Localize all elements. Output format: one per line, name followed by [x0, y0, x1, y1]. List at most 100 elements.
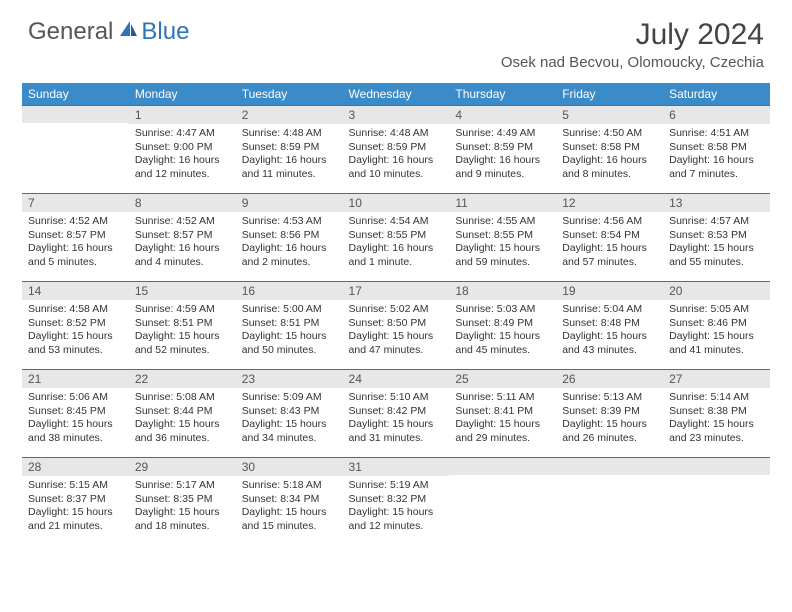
calendar-day-cell: 2Sunrise: 4:48 AMSunset: 8:59 PMDaylight… [236, 106, 343, 194]
day-details: Sunrise: 5:06 AMSunset: 8:45 PMDaylight:… [22, 388, 129, 450]
day-details: Sunrise: 4:55 AMSunset: 8:55 PMDaylight:… [449, 212, 556, 274]
calendar-day-cell [663, 458, 770, 546]
day-number: 10 [343, 194, 450, 212]
day-details: Sunrise: 5:11 AMSunset: 8:41 PMDaylight:… [449, 388, 556, 450]
calendar-day-cell: 25Sunrise: 5:11 AMSunset: 8:41 PMDayligh… [449, 370, 556, 458]
day-number: 18 [449, 282, 556, 300]
calendar-day-cell: 18Sunrise: 5:03 AMSunset: 8:49 PMDayligh… [449, 282, 556, 370]
day-number: 3 [343, 106, 450, 124]
day-number: 16 [236, 282, 343, 300]
calendar-day-cell: 31Sunrise: 5:19 AMSunset: 8:32 PMDayligh… [343, 458, 450, 546]
day-number [556, 458, 663, 475]
logo-text-2: Blue [141, 18, 189, 46]
calendar-day-cell: 30Sunrise: 5:18 AMSunset: 8:34 PMDayligh… [236, 458, 343, 546]
day-number: 5 [556, 106, 663, 124]
calendar-day-cell: 13Sunrise: 4:57 AMSunset: 8:53 PMDayligh… [663, 194, 770, 282]
day-details: Sunrise: 5:04 AMSunset: 8:48 PMDaylight:… [556, 300, 663, 362]
calendar-day-cell: 29Sunrise: 5:17 AMSunset: 8:35 PMDayligh… [129, 458, 236, 546]
calendar-day-cell: 16Sunrise: 5:00 AMSunset: 8:51 PMDayligh… [236, 282, 343, 370]
day-number: 6 [663, 106, 770, 124]
weekday-header: Monday [129, 83, 236, 106]
day-number: 23 [236, 370, 343, 388]
calendar-day-cell: 6Sunrise: 4:51 AMSunset: 8:58 PMDaylight… [663, 106, 770, 194]
day-details: Sunrise: 4:49 AMSunset: 8:59 PMDaylight:… [449, 124, 556, 186]
day-details: Sunrise: 4:53 AMSunset: 8:56 PMDaylight:… [236, 212, 343, 274]
day-number: 14 [22, 282, 129, 300]
calendar-day-cell: 15Sunrise: 4:59 AMSunset: 8:51 PMDayligh… [129, 282, 236, 370]
day-number: 2 [236, 106, 343, 124]
day-details: Sunrise: 4:52 AMSunset: 8:57 PMDaylight:… [22, 212, 129, 274]
day-details: Sunrise: 4:48 AMSunset: 8:59 PMDaylight:… [343, 124, 450, 186]
calendar-day-cell: 28Sunrise: 5:15 AMSunset: 8:37 PMDayligh… [22, 458, 129, 546]
weekday-header: Sunday [22, 83, 129, 106]
weekday-header: Tuesday [236, 83, 343, 106]
day-details: Sunrise: 4:58 AMSunset: 8:52 PMDaylight:… [22, 300, 129, 362]
calendar-day-cell [449, 458, 556, 546]
calendar-day-cell: 22Sunrise: 5:08 AMSunset: 8:44 PMDayligh… [129, 370, 236, 458]
day-details: Sunrise: 5:10 AMSunset: 8:42 PMDaylight:… [343, 388, 450, 450]
calendar-day-cell: 12Sunrise: 4:56 AMSunset: 8:54 PMDayligh… [556, 194, 663, 282]
logo-text-1: General [28, 18, 113, 46]
weekday-header: Saturday [663, 83, 770, 106]
weekday-header: Wednesday [343, 83, 450, 106]
day-number [22, 106, 129, 123]
day-details: Sunrise: 4:54 AMSunset: 8:55 PMDaylight:… [343, 212, 450, 274]
day-number: 9 [236, 194, 343, 212]
logo-sail-icon [113, 18, 141, 46]
calendar-day-cell: 23Sunrise: 5:09 AMSunset: 8:43 PMDayligh… [236, 370, 343, 458]
calendar-day-cell: 4Sunrise: 4:49 AMSunset: 8:59 PMDaylight… [449, 106, 556, 194]
calendar-day-cell: 7Sunrise: 4:52 AMSunset: 8:57 PMDaylight… [22, 194, 129, 282]
day-details: Sunrise: 5:15 AMSunset: 8:37 PMDaylight:… [22, 476, 129, 538]
day-number: 4 [449, 106, 556, 124]
day-number: 1 [129, 106, 236, 124]
month-title: July 2024 [501, 18, 764, 52]
logo: General Blue [28, 18, 189, 46]
day-number: 11 [449, 194, 556, 212]
day-details: Sunrise: 5:19 AMSunset: 8:32 PMDaylight:… [343, 476, 450, 538]
calendar-week-row: 28Sunrise: 5:15 AMSunset: 8:37 PMDayligh… [22, 458, 770, 546]
calendar-day-cell: 3Sunrise: 4:48 AMSunset: 8:59 PMDaylight… [343, 106, 450, 194]
calendar-day-cell: 8Sunrise: 4:52 AMSunset: 8:57 PMDaylight… [129, 194, 236, 282]
day-details: Sunrise: 5:02 AMSunset: 8:50 PMDaylight:… [343, 300, 450, 362]
day-details: Sunrise: 5:14 AMSunset: 8:38 PMDaylight:… [663, 388, 770, 450]
day-details: Sunrise: 5:09 AMSunset: 8:43 PMDaylight:… [236, 388, 343, 450]
day-details: Sunrise: 4:57 AMSunset: 8:53 PMDaylight:… [663, 212, 770, 274]
calendar-day-cell: 17Sunrise: 5:02 AMSunset: 8:50 PMDayligh… [343, 282, 450, 370]
calendar-day-cell: 1Sunrise: 4:47 AMSunset: 9:00 PMDaylight… [129, 106, 236, 194]
calendar-day-cell: 19Sunrise: 5:04 AMSunset: 8:48 PMDayligh… [556, 282, 663, 370]
day-details: Sunrise: 5:13 AMSunset: 8:39 PMDaylight:… [556, 388, 663, 450]
weekday-header: Friday [556, 83, 663, 106]
day-details: Sunrise: 5:03 AMSunset: 8:49 PMDaylight:… [449, 300, 556, 362]
day-details: Sunrise: 5:08 AMSunset: 8:44 PMDaylight:… [129, 388, 236, 450]
day-details: Sunrise: 4:56 AMSunset: 8:54 PMDaylight:… [556, 212, 663, 274]
calendar-day-cell: 9Sunrise: 4:53 AMSunset: 8:56 PMDaylight… [236, 194, 343, 282]
day-number: 20 [663, 282, 770, 300]
day-number: 21 [22, 370, 129, 388]
day-details: Sunrise: 4:52 AMSunset: 8:57 PMDaylight:… [129, 212, 236, 274]
day-number: 30 [236, 458, 343, 476]
day-number: 24 [343, 370, 450, 388]
day-details: Sunrise: 5:18 AMSunset: 8:34 PMDaylight:… [236, 476, 343, 538]
calendar-week-row: 21Sunrise: 5:06 AMSunset: 8:45 PMDayligh… [22, 370, 770, 458]
calendar-day-cell: 21Sunrise: 5:06 AMSunset: 8:45 PMDayligh… [22, 370, 129, 458]
day-number: 29 [129, 458, 236, 476]
day-number: 15 [129, 282, 236, 300]
day-details: Sunrise: 5:05 AMSunset: 8:46 PMDaylight:… [663, 300, 770, 362]
weekday-header-row: SundayMondayTuesdayWednesdayThursdayFrid… [22, 83, 770, 106]
day-number: 12 [556, 194, 663, 212]
title-block: July 2024 Osek nad Becvou, Olomoucky, Cz… [501, 18, 764, 71]
calendar-day-cell: 10Sunrise: 4:54 AMSunset: 8:55 PMDayligh… [343, 194, 450, 282]
day-details: Sunrise: 4:47 AMSunset: 9:00 PMDaylight:… [129, 124, 236, 186]
calendar-day-cell [22, 106, 129, 194]
calendar-day-cell: 24Sunrise: 5:10 AMSunset: 8:42 PMDayligh… [343, 370, 450, 458]
day-number [449, 458, 556, 475]
day-details: Sunrise: 5:17 AMSunset: 8:35 PMDaylight:… [129, 476, 236, 538]
location-subtitle: Osek nad Becvou, Olomoucky, Czechia [501, 54, 764, 71]
day-details: Sunrise: 4:48 AMSunset: 8:59 PMDaylight:… [236, 124, 343, 186]
day-details: Sunrise: 4:51 AMSunset: 8:58 PMDaylight:… [663, 124, 770, 186]
day-number: 17 [343, 282, 450, 300]
day-number: 25 [449, 370, 556, 388]
calendar-day-cell: 27Sunrise: 5:14 AMSunset: 8:38 PMDayligh… [663, 370, 770, 458]
calendar-day-cell: 14Sunrise: 4:58 AMSunset: 8:52 PMDayligh… [22, 282, 129, 370]
calendar-week-row: 7Sunrise: 4:52 AMSunset: 8:57 PMDaylight… [22, 194, 770, 282]
